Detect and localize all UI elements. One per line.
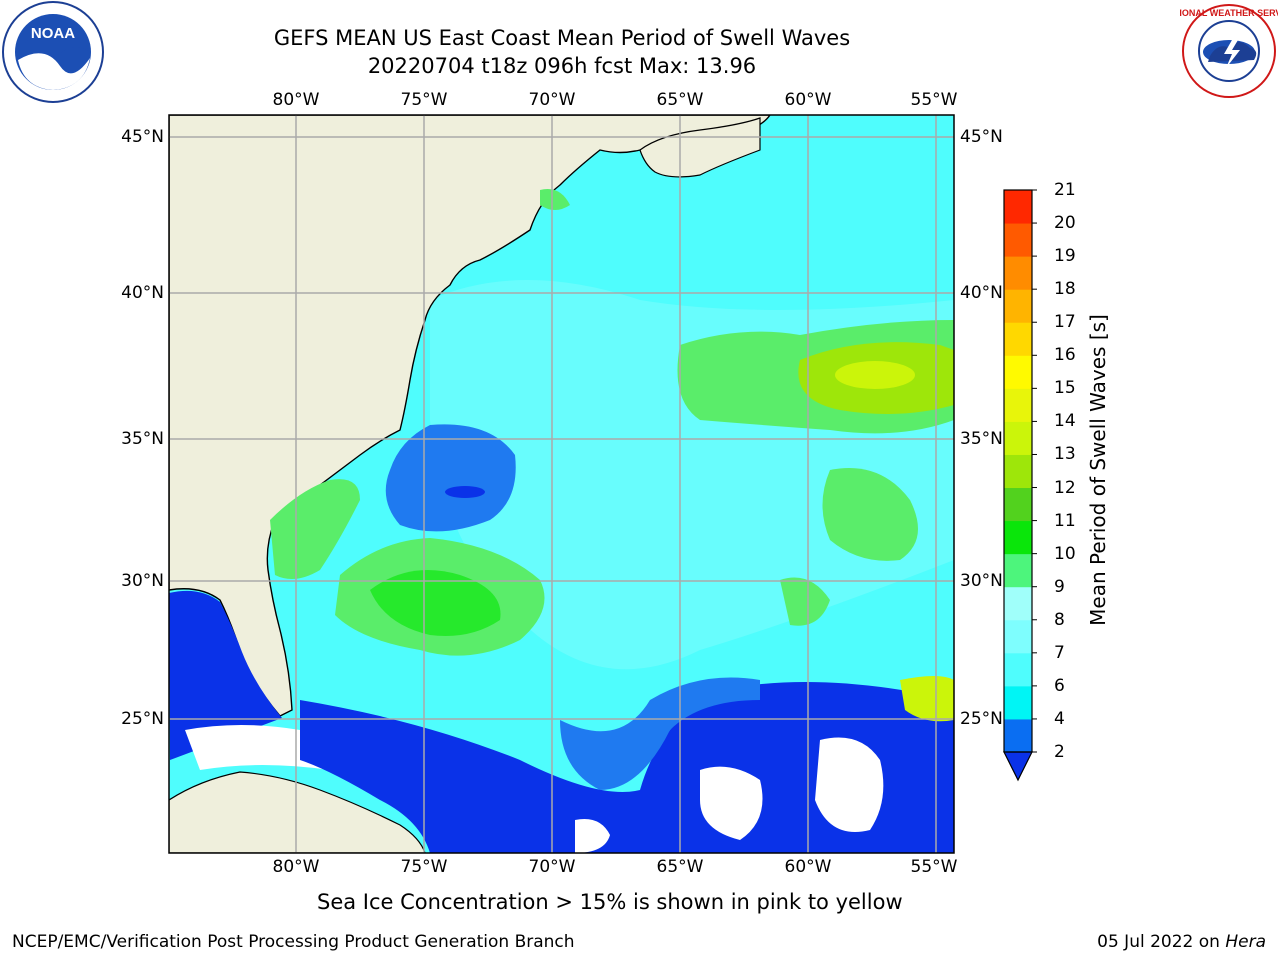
footer-host: Hera (1225, 932, 1266, 952)
lon-label-top: 75°W (400, 90, 448, 110)
lon-label-bottom: 65°W (656, 857, 704, 877)
colorbar-swatch (1004, 355, 1032, 389)
lat-label-left: 25°N (121, 709, 164, 729)
map-frame (168, 114, 955, 854)
lat-label-right: 40°N (960, 283, 1003, 303)
far-southeast-peak (900, 676, 954, 722)
colorbar-swatch (1004, 289, 1032, 323)
colorbar-under-arrow (1003, 751, 1033, 782)
colorbar-tick-label: 4 (1054, 708, 1065, 729)
gulf-of-maine-patch (540, 189, 570, 210)
colorbar-swatch (1004, 322, 1032, 356)
sea-ice-note: Sea Ice Concentration > 15% is shown in … (317, 890, 903, 914)
colorbar-frame (1003, 189, 1033, 753)
colorbar-swatch (1004, 190, 1032, 224)
colorbar-swatch (1004, 388, 1032, 422)
footer-date: 05 Jul 2022 on Hera (1097, 932, 1266, 952)
land-cuba (169, 771, 426, 853)
noaa-logo-icon: NOAA (2, 1, 104, 103)
colorbar-swatch (1004, 487, 1032, 522)
colorbar-tick-label: 2 (1054, 742, 1065, 762)
map-gridlines (169, 115, 954, 853)
land-us (169, 115, 771, 717)
land-nova-scotia (639, 117, 761, 178)
carolina-coastal-band (270, 479, 360, 579)
colorbar-tick-label: 14 (1054, 411, 1076, 432)
southeast-transition (560, 677, 760, 790)
nws-logo-icon: NATIONAL WEATHER SERVICE (1180, 4, 1278, 98)
offshore-carolina-core (445, 486, 485, 498)
colorbar-swatch (1004, 256, 1032, 290)
colorbar-swatch (1004, 685, 1032, 720)
small-swell-patch (780, 577, 830, 626)
bahamas-swell-core (370, 570, 501, 636)
footer-date-text: 05 Jul 2022 on (1097, 932, 1220, 952)
lat-label-right: 35°N (960, 429, 1003, 449)
gulf-of-mexico (169, 590, 282, 760)
colorbar-tick-label: 7 (1054, 642, 1065, 663)
noaa-logo-label: NOAA (31, 25, 75, 42)
colorbar-tick-label: 9 (1054, 576, 1065, 597)
lon-label-top: 65°W (656, 90, 704, 110)
colorbar-tick-label: 6 (1054, 675, 1065, 696)
colorbar-tick-label: 8 (1054, 609, 1065, 630)
lat-label-left: 45°N (121, 127, 164, 147)
lat-label-right: 45°N (960, 127, 1003, 147)
white-patch-2 (815, 737, 884, 832)
colorbar-swatch (1004, 520, 1032, 555)
colorbar-swatch (1004, 586, 1032, 621)
lat-label-left: 40°N (121, 283, 164, 303)
eastern-peak (835, 361, 915, 389)
lon-label-top: 80°W (272, 90, 320, 110)
colorbar-tick-label: 12 (1054, 477, 1076, 498)
lon-label-bottom: 55°W (910, 857, 958, 877)
colorbar-tick-label: 13 (1054, 444, 1076, 465)
colorbar-tick-label: 11 (1054, 510, 1076, 531)
lat-label-left: 35°N (121, 429, 164, 449)
chart-subtitle: 20220704 t18z 096h fcst Max: 13.96 (367, 54, 757, 78)
lon-label-top: 55°W (910, 90, 958, 110)
footer-credit: NCEP/EMC/Verification Post Processing Pr… (12, 932, 575, 952)
colorbar-tick-label: 19 (1054, 246, 1076, 267)
colorbar-swatch (1004, 454, 1032, 489)
colorbar-tick-label: 18 (1054, 279, 1076, 300)
colorbar-swatch (1004, 619, 1032, 654)
lat-label-left: 30°N (121, 571, 164, 591)
lon-label-bottom: 80°W (272, 857, 320, 877)
colorbar-swatch (1004, 553, 1032, 588)
colorbar-tick-label: 15 (1054, 378, 1076, 399)
lon-label-bottom: 75°W (400, 857, 448, 877)
colorbar-tick-label: 21 (1054, 180, 1076, 200)
colorbar-swatch (1004, 652, 1032, 687)
lat-label-right: 30°N (960, 571, 1003, 591)
colorbar-title: Mean Period of Swell Waves [s] (1086, 314, 1110, 626)
caribbean-southeast (300, 682, 954, 853)
southeast-swell-patch (822, 468, 918, 561)
colorbar-tick-label: 10 (1054, 543, 1076, 564)
offshore-carolina-low (385, 424, 516, 532)
colorbar-tick-label: 20 (1054, 213, 1076, 234)
colorbar-tick-label: 16 (1054, 345, 1076, 366)
colorbar-tick-label: 17 (1054, 312, 1076, 333)
colorbar-swatch (1004, 718, 1032, 753)
white-patch-1 (700, 766, 763, 840)
colorbar-swatch (1004, 421, 1032, 455)
lon-label-bottom: 60°W (784, 857, 832, 877)
lat-label-right: 25°N (960, 709, 1003, 729)
lon-label-top: 60°W (784, 90, 832, 110)
chart-title: GEFS MEAN US East Coast Mean Period of S… (273, 26, 851, 50)
lon-label-bottom: 70°W (528, 857, 576, 877)
colorbar-swatch (1004, 223, 1032, 257)
svg-text:NATIONAL WEATHER SERVICE: NATIONAL WEATHER SERVICE (1180, 8, 1278, 18)
lon-label-top: 70°W (528, 90, 576, 110)
white-patch-3 (575, 819, 610, 853)
